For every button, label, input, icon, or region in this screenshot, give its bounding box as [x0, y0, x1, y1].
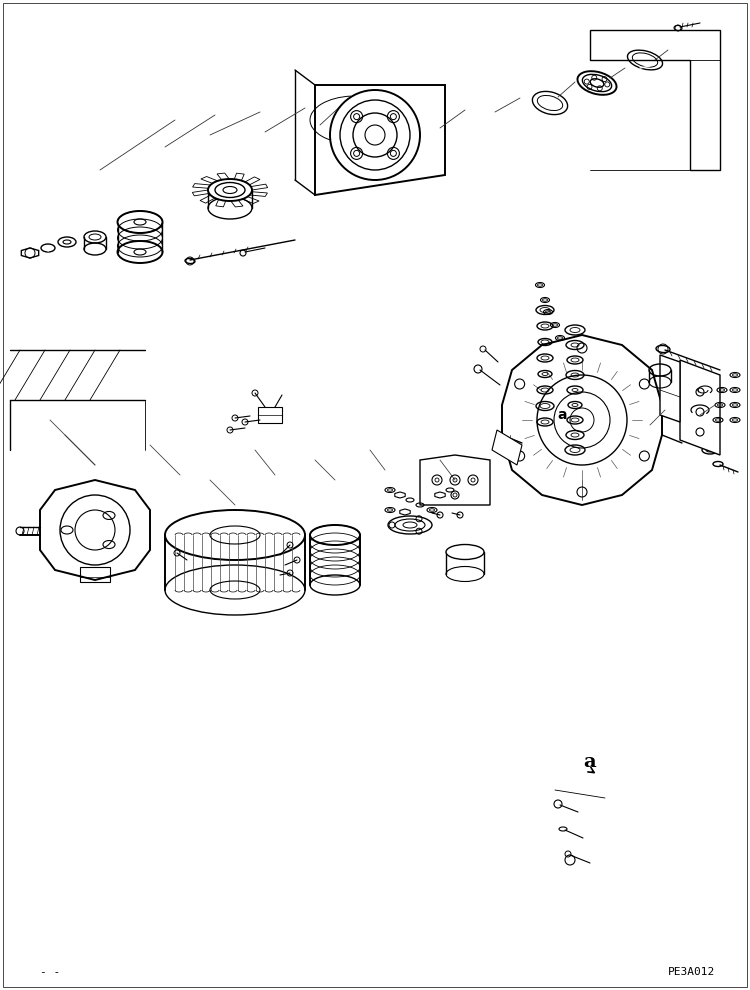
Polygon shape: [40, 480, 150, 580]
Polygon shape: [492, 430, 522, 465]
Polygon shape: [216, 199, 226, 207]
Polygon shape: [420, 455, 490, 505]
Polygon shape: [315, 85, 445, 195]
Circle shape: [330, 90, 420, 180]
Text: - -: - -: [40, 967, 60, 977]
Polygon shape: [193, 183, 211, 188]
Ellipse shape: [165, 510, 305, 560]
Bar: [80, 567, 110, 582]
Polygon shape: [201, 176, 219, 183]
Polygon shape: [680, 360, 720, 455]
Ellipse shape: [446, 544, 484, 559]
Polygon shape: [400, 509, 410, 515]
Ellipse shape: [310, 525, 360, 545]
Polygon shape: [200, 195, 216, 203]
Polygon shape: [241, 196, 259, 204]
Ellipse shape: [388, 516, 432, 534]
Text: a: a: [557, 408, 567, 422]
Ellipse shape: [118, 211, 163, 233]
Polygon shape: [660, 355, 680, 422]
Polygon shape: [249, 192, 268, 196]
Text: a: a: [584, 753, 596, 771]
Text: PE3A012: PE3A012: [668, 967, 715, 977]
Polygon shape: [230, 199, 243, 207]
Polygon shape: [244, 177, 260, 185]
Polygon shape: [192, 190, 209, 196]
Polygon shape: [251, 184, 268, 190]
Polygon shape: [234, 173, 244, 181]
Polygon shape: [394, 492, 405, 498]
Polygon shape: [21, 248, 39, 258]
Polygon shape: [217, 173, 230, 181]
Polygon shape: [502, 335, 662, 505]
Bar: [258, 407, 282, 423]
Polygon shape: [435, 492, 445, 498]
Ellipse shape: [208, 179, 252, 201]
